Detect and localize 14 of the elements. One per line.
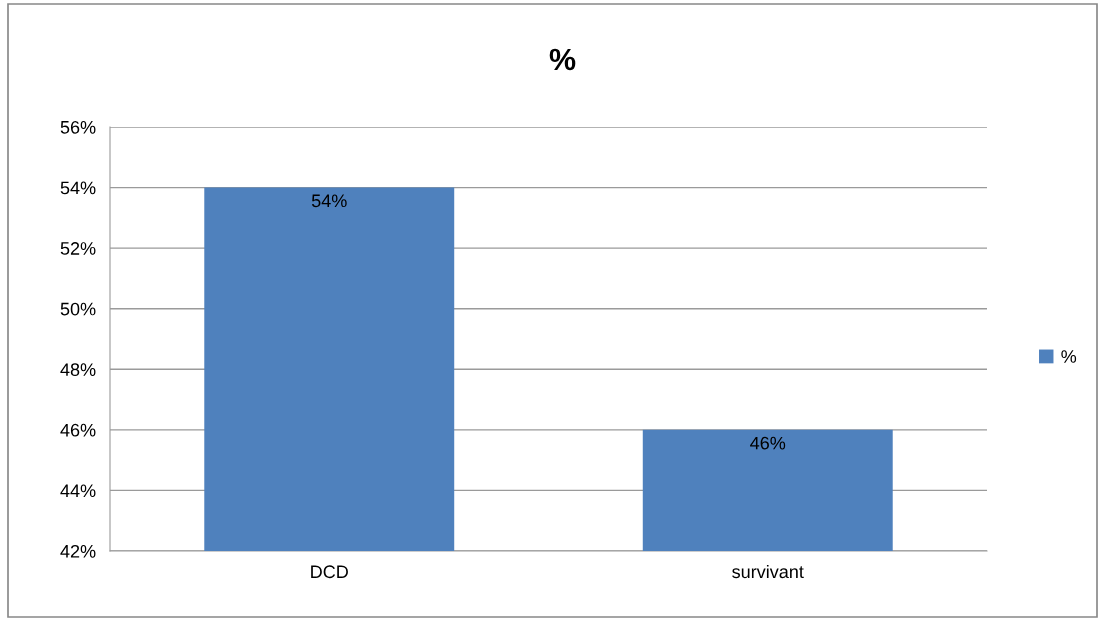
- y-tick-label: 56%: [60, 120, 96, 134]
- x-tick-label: DCD: [311, 565, 348, 579]
- y-tick-label: 50%: [60, 302, 96, 316]
- y-tick-label: 46%: [60, 423, 96, 437]
- chart-title: %: [549, 48, 576, 71]
- y-tick-label: 48%: [60, 363, 96, 377]
- legend-label: %: [1061, 350, 1077, 363]
- y-tick-label: 54%: [60, 181, 96, 195]
- data-label: 54%: [311, 194, 347, 208]
- y-tick-label: 52%: [60, 242, 96, 255]
- data-label: 46%: [750, 436, 786, 450]
- y-tick-label: 42%: [60, 544, 96, 558]
- x-tick-label: survivant: [732, 564, 804, 579]
- y-tick-label: 44%: [60, 484, 96, 498]
